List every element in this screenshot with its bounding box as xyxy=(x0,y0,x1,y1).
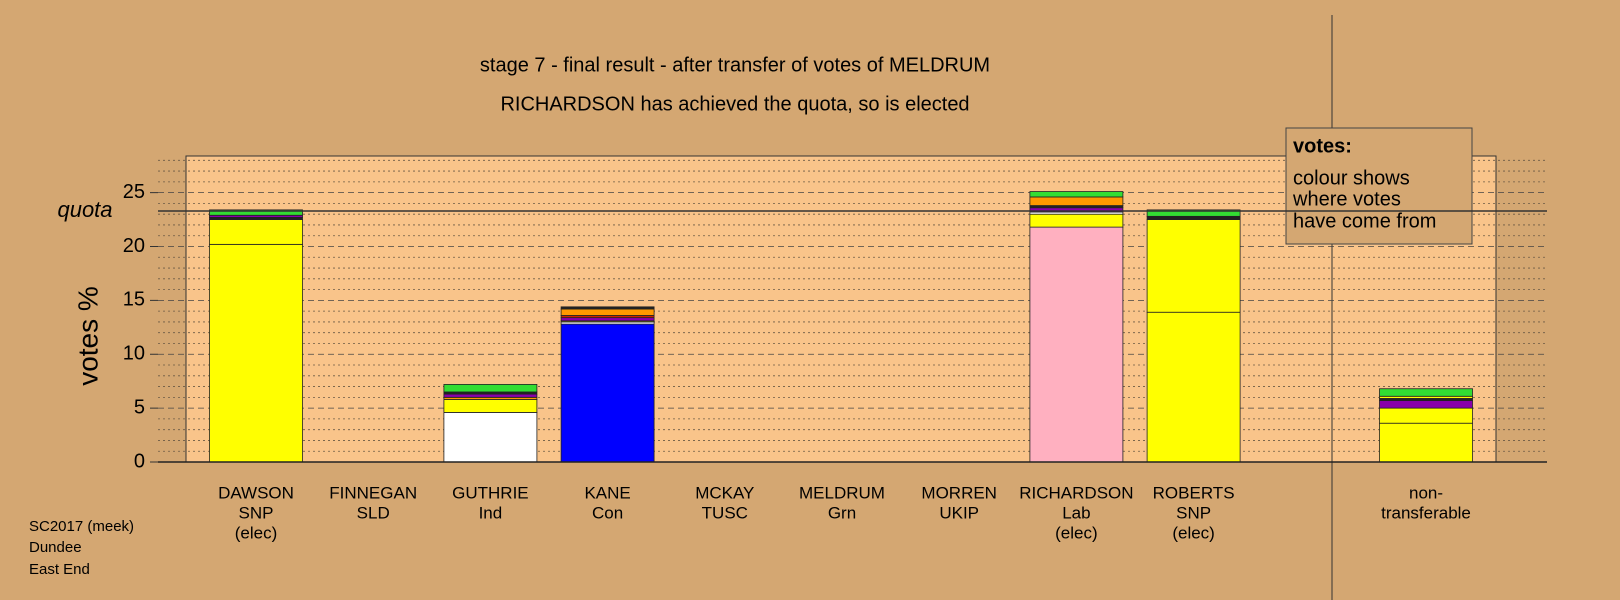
bar-segment xyxy=(1146,311,1241,463)
legend-box xyxy=(1285,127,1473,245)
x-tick-label: (elec) xyxy=(1055,523,1098,542)
bar-segment xyxy=(209,209,303,216)
bar-segment xyxy=(1379,407,1473,424)
bar-segment xyxy=(1379,422,1473,463)
bar-segment xyxy=(209,243,303,463)
bar-segment xyxy=(560,308,655,316)
x-tick-label: Con xyxy=(592,503,623,522)
y-tick-label: 25 xyxy=(123,181,145,203)
bar-segment xyxy=(209,219,303,245)
chart-subtitle: RICHARDSON has achieved the quota, so is… xyxy=(500,93,969,115)
bar-segment xyxy=(443,399,538,413)
bar-segment xyxy=(1029,196,1124,206)
x-tick-label: non- xyxy=(1409,483,1443,502)
y-tick-label: 0 xyxy=(134,450,145,472)
bar-segment xyxy=(1146,215,1241,220)
x-tick-label: Grn xyxy=(828,503,856,522)
x-tick-label: KANE xyxy=(584,483,630,502)
x-tick-label: (elec) xyxy=(1172,523,1215,542)
plot-area xyxy=(185,155,1497,463)
chart-title: stage 7 - final result - after transfer … xyxy=(480,54,990,76)
bar-segment xyxy=(560,317,655,322)
x-tick-label: RICHARDSON xyxy=(1019,483,1133,502)
legend-text: have come from xyxy=(1293,210,1436,232)
bar-segment xyxy=(560,306,655,310)
x-tick-label: SNP xyxy=(239,503,274,522)
bar-segment xyxy=(1146,209,1241,217)
y-tick-label: 5 xyxy=(134,396,145,418)
bar-segment xyxy=(443,412,538,463)
x-tick-label: UKIP xyxy=(939,503,979,522)
bar-segment xyxy=(443,393,538,398)
x-tick-label: GUTHRIE xyxy=(452,483,529,502)
bar-segment xyxy=(1029,226,1124,463)
y-axis-label: votes % xyxy=(72,286,103,386)
x-tick-label: ROBERTS xyxy=(1153,483,1235,502)
x-tick-label: Lab xyxy=(1062,503,1090,522)
bar-segment xyxy=(443,384,538,393)
x-tick-label: FINNEGAN xyxy=(329,483,417,502)
y-tick-label: 15 xyxy=(123,289,145,311)
x-tick-label: MCKAY xyxy=(695,483,754,502)
bar-segment xyxy=(1379,400,1473,409)
grid xyxy=(158,159,1547,452)
x-tick-label: SLD xyxy=(357,503,390,522)
x-tick-label: MELDRUM xyxy=(799,483,885,502)
y-tick-label: 20 xyxy=(123,235,145,257)
bar-segment xyxy=(1029,191,1124,198)
footer-text: SC2017 (meek) xyxy=(29,518,134,535)
bar-segment xyxy=(1379,388,1473,397)
legend-text: colour shows xyxy=(1293,167,1410,189)
footer-text: Dundee xyxy=(29,539,82,556)
x-tick-label: DAWSON xyxy=(218,483,294,502)
bars xyxy=(209,191,1473,463)
quota-label: quota xyxy=(57,197,112,222)
bar-segment xyxy=(560,323,655,463)
x-tick-label: SNP xyxy=(1176,503,1211,522)
footer-text: East End xyxy=(29,561,90,578)
x-tick-label: transferable xyxy=(1381,503,1471,522)
x-tick-label: TUSC xyxy=(702,503,748,522)
legend-title: votes: xyxy=(1293,135,1352,157)
y-tick-label: 10 xyxy=(123,343,145,365)
legend-text: where votes xyxy=(1292,188,1401,210)
x-tick-label: MORREN xyxy=(921,483,997,502)
x-tick-label: Ind xyxy=(479,503,503,522)
bar-segment xyxy=(1029,213,1124,228)
bar-segment xyxy=(1146,219,1241,313)
x-tick-label: (elec) xyxy=(235,523,278,542)
legend: votes: colour shows where votes have com… xyxy=(1285,127,1473,245)
